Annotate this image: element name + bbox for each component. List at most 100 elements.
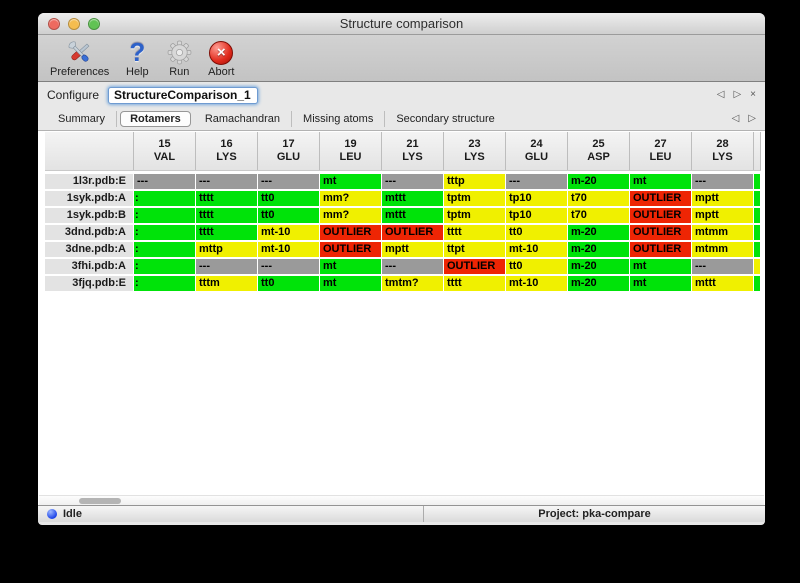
overflow-cell[interactable] xyxy=(754,208,760,223)
rotamer-cell[interactable]: OUTLIER xyxy=(320,225,381,240)
rotamer-cell[interactable]: --- xyxy=(382,259,443,274)
rotamer-cell[interactable]: mt xyxy=(630,276,691,291)
rotamer-cell[interactable]: mttp xyxy=(196,242,257,257)
rotamer-cell[interactable]: mt xyxy=(320,259,381,274)
rotamer-cell[interactable]: OUTLIER xyxy=(630,225,691,240)
row-header-3fjq-pdb-e[interactable]: 3fjq.pdb:E xyxy=(45,276,133,291)
rotamer-cell[interactable]: m-20 xyxy=(568,225,629,240)
rotamer-cell[interactable]: m-20 xyxy=(568,174,629,189)
rotamer-cell[interactable]: --- xyxy=(382,174,443,189)
rotamer-cell[interactable]: mt xyxy=(320,276,381,291)
overflow-cell[interactable] xyxy=(754,191,760,206)
rotamer-cell[interactable]: tp10 xyxy=(506,208,567,223)
horizontal-scrollbar[interactable] xyxy=(39,495,764,505)
rotamer-cell[interactable]: --- xyxy=(258,174,319,189)
rotamer-cell[interactable]: tmtm? xyxy=(382,276,443,291)
rotamer-cell[interactable]: --- xyxy=(506,174,567,189)
rotamer-cell[interactable]: mtmm xyxy=(692,242,753,257)
rotamer-cell[interactable]: mm? xyxy=(320,208,381,223)
abort-button[interactable]: × Abort xyxy=(207,39,235,79)
overflow-cell[interactable] xyxy=(754,242,760,257)
tab-missing-atoms[interactable]: Missing atoms xyxy=(292,111,386,127)
rotamer-cell[interactable]: --- xyxy=(134,174,195,189)
rotamer-cell[interactable]: tttt xyxy=(444,225,505,240)
rotamer-cell[interactable]: --- xyxy=(258,259,319,274)
row-header-3dnd-pdb-a[interactable]: 3dnd.pdb:A xyxy=(45,225,133,240)
rotamer-cell[interactable]: tttt xyxy=(444,276,505,291)
close-window-button[interactable] xyxy=(48,18,60,30)
configure-next-button[interactable]: ▷ xyxy=(733,89,742,100)
tab-secondary-structure[interactable]: Secondary structure xyxy=(396,113,495,125)
rotamer-cell[interactable]: OUTLIER xyxy=(444,259,505,274)
rotamer-cell[interactable]: tp10 xyxy=(506,191,567,206)
rotamer-cell[interactable]: tttm xyxy=(196,276,257,291)
zoom-window-button[interactable] xyxy=(88,18,100,30)
rotamer-cell[interactable]: --- xyxy=(196,174,257,189)
rotamer-cell[interactable]: : xyxy=(134,191,195,206)
rotamer-cell[interactable]: m-20 xyxy=(568,259,629,274)
rotamer-cell[interactable]: : xyxy=(134,259,195,274)
rotamer-cell[interactable]: mttt xyxy=(692,276,753,291)
preferences-button[interactable]: Preferences xyxy=(50,39,109,79)
tab-rotamers[interactable]: Rotamers xyxy=(120,111,191,127)
rotamer-cell[interactable]: mttt xyxy=(382,191,443,206)
rotamer-cell[interactable]: mptt xyxy=(382,242,443,257)
rotamer-cell[interactable]: t70 xyxy=(568,191,629,206)
rotamer-cell[interactable]: mtmm xyxy=(692,225,753,240)
rotamer-cell[interactable]: : xyxy=(134,276,195,291)
overflow-cell[interactable] xyxy=(754,276,760,291)
help-button[interactable]: ? Help xyxy=(123,37,151,79)
rotamer-cell[interactable]: tptm xyxy=(444,191,505,206)
rotamer-cell[interactable]: : xyxy=(134,208,195,223)
rotamer-cell[interactable]: OUTLIER xyxy=(382,225,443,240)
configure-prev-button[interactable]: ◁ xyxy=(716,89,725,100)
row-header-1syk-pdb-b[interactable]: 1syk.pdb:B xyxy=(45,208,133,223)
rotamer-cell[interactable]: OUTLIER xyxy=(630,242,691,257)
row-header-1l3r-pdb-e[interactable]: 1l3r.pdb:E xyxy=(45,174,133,189)
rotamer-cell[interactable]: mt xyxy=(320,174,381,189)
rotamer-cell[interactable]: tt0 xyxy=(506,259,567,274)
rotamer-cell[interactable]: tttt xyxy=(196,225,257,240)
minimize-window-button[interactable] xyxy=(68,18,80,30)
rotamer-cell[interactable]: tt0 xyxy=(258,191,319,206)
rotamer-cell[interactable]: mt xyxy=(630,259,691,274)
rotamer-cell[interactable]: mt-10 xyxy=(506,276,567,291)
rotamer-cell[interactable]: m-20 xyxy=(568,276,629,291)
rotamer-cell[interactable]: mptt xyxy=(692,191,753,206)
rotamer-cell[interactable]: OUTLIER xyxy=(630,191,691,206)
rotamer-cell[interactable]: tt0 xyxy=(258,276,319,291)
tabs-prev-button[interactable]: ◁ xyxy=(731,113,740,124)
rotamer-cell[interactable]: mttt xyxy=(382,208,443,223)
rotamer-cell[interactable]: tttt xyxy=(196,208,257,223)
configure-name-input[interactable] xyxy=(108,86,259,104)
rotamer-cell[interactable]: mm? xyxy=(320,191,381,206)
rotamer-cell[interactable]: : xyxy=(134,225,195,240)
rotamer-cell[interactable]: mt-10 xyxy=(258,242,319,257)
tab-summary[interactable]: Summary xyxy=(47,111,118,127)
rotamer-cell[interactable]: mt-10 xyxy=(258,225,319,240)
rotamer-cell[interactable]: m-20 xyxy=(568,242,629,257)
row-header-3dne-pdb-a[interactable]: 3dne.pdb:A xyxy=(45,242,133,257)
rotamer-cell[interactable]: : xyxy=(134,242,195,257)
overflow-cell[interactable] xyxy=(754,174,760,189)
row-header-3fhi-pdb-a[interactable]: 3fhi.pdb:A xyxy=(45,259,133,274)
row-header-1syk-pdb-a[interactable]: 1syk.pdb:A xyxy=(45,191,133,206)
rotamer-cell[interactable]: mt xyxy=(630,174,691,189)
scrollbar-thumb[interactable] xyxy=(79,498,121,504)
tabs-next-button[interactable]: ▷ xyxy=(748,113,756,124)
rotamer-cell[interactable]: t70 xyxy=(568,208,629,223)
rotamer-cell[interactable]: tttt xyxy=(196,191,257,206)
rotamer-cell[interactable]: mptt xyxy=(692,208,753,223)
overflow-cell[interactable] xyxy=(754,259,760,274)
configure-close-button[interactable]: × xyxy=(750,89,756,100)
rotamer-cell[interactable]: OUTLIER xyxy=(630,208,691,223)
overflow-cell[interactable] xyxy=(754,225,760,240)
rotamer-cell[interactable]: --- xyxy=(196,259,257,274)
rotamer-cell[interactable]: --- xyxy=(692,174,753,189)
rotamer-cell[interactable]: tptm xyxy=(444,208,505,223)
rotamer-cell[interactable]: ttpt xyxy=(444,242,505,257)
rotamer-cell[interactable]: mt-10 xyxy=(506,242,567,257)
rotamer-cell[interactable]: --- xyxy=(692,259,753,274)
run-button[interactable]: Run xyxy=(165,39,193,79)
title-bar[interactable]: Structure comparison xyxy=(38,13,765,35)
